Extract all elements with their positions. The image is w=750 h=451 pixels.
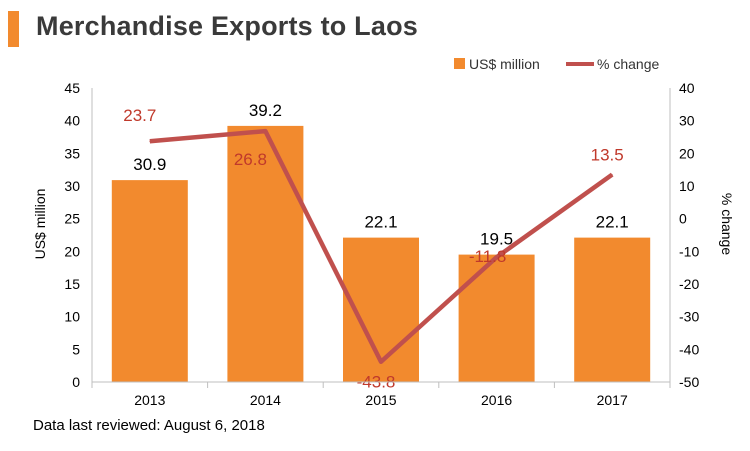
line-series: 23.726.8-43.8-11.813.5 (123, 106, 623, 392)
legend-label-line: % change (597, 56, 659, 72)
bar-label-2013: 30.9 (133, 155, 166, 174)
y-tick-right: -30 (679, 309, 699, 325)
page-title: Merchandise Exports to Laos (36, 11, 418, 41)
y-tick-right: -50 (679, 374, 699, 390)
y-tick-left: 30 (64, 178, 80, 194)
legend-label-bar: US$ million (469, 56, 540, 72)
chart-legend: US$ million % change (454, 56, 659, 72)
y-axis-title-right: % change (719, 193, 735, 255)
line-label-2013: 23.7 (123, 106, 156, 125)
y-tick-right: 0 (679, 211, 687, 227)
y-tick-right: 30 (679, 113, 695, 129)
y-tick-right: 10 (679, 178, 695, 194)
bar-2016 (458, 254, 535, 382)
bar-2014 (227, 125, 304, 382)
y-tick-right: 20 (679, 145, 695, 161)
x-tick-label: 2014 (250, 392, 281, 408)
line-label-2016: -11.8 (469, 247, 507, 266)
x-tick-label: 2015 (365, 392, 396, 408)
bar-label-2017: 22.1 (596, 213, 629, 232)
x-tick-label: 2016 (481, 392, 512, 408)
x-tick-label: 2013 (134, 392, 165, 408)
chart-axes: 0 5 10 15 20 25 30 35 40 45 -50 -40 -30 -20 -10 0 10 20 30… (64, 80, 699, 408)
y-tick-right: -40 (679, 341, 699, 357)
bar-data-labels: 30.9 39.2 22.1 19.5 22.1 (133, 101, 628, 249)
title-accent-bar (8, 11, 19, 47)
y-axis-title-left: US$ million (32, 189, 48, 260)
line-point-2014 (264, 130, 266, 132)
y-tick-left: 25 (64, 211, 80, 227)
bar-2017 (574, 237, 651, 382)
line-label-2014: 26.8 (234, 150, 267, 169)
y-tick-left: 5 (72, 341, 80, 357)
y-tick-left: 20 (64, 243, 80, 259)
bar-label-2014: 39.2 (249, 101, 282, 120)
bar-series (111, 125, 651, 382)
y-tick-left: 15 (64, 276, 80, 292)
y-tick-left: 40 (64, 113, 80, 129)
y-tick-left: 45 (64, 80, 80, 96)
line-point-2013 (149, 140, 151, 142)
y-tick-right: -20 (679, 276, 699, 292)
bar-2013 (111, 180, 188, 382)
footer-note: Data last reviewed: August 6, 2018 (33, 417, 265, 434)
line-point-2015 (380, 361, 382, 363)
line-point-2017 (611, 174, 613, 176)
bar-label-2016: 19.5 (480, 230, 513, 249)
x-tick-label: 2017 (597, 392, 628, 408)
y-tick-left: 10 (64, 309, 80, 325)
y-tick-right: -10 (679, 243, 699, 259)
line-point-2016 (496, 256, 498, 258)
y-tick-left: 0 (72, 374, 80, 390)
bar-label-2015: 22.1 (364, 213, 397, 232)
legend-swatch-bar (454, 58, 465, 69)
y-tick-right: 40 (679, 80, 695, 96)
y-tick-left: 35 (64, 145, 80, 161)
line-label-2017: 13.5 (591, 146, 624, 165)
